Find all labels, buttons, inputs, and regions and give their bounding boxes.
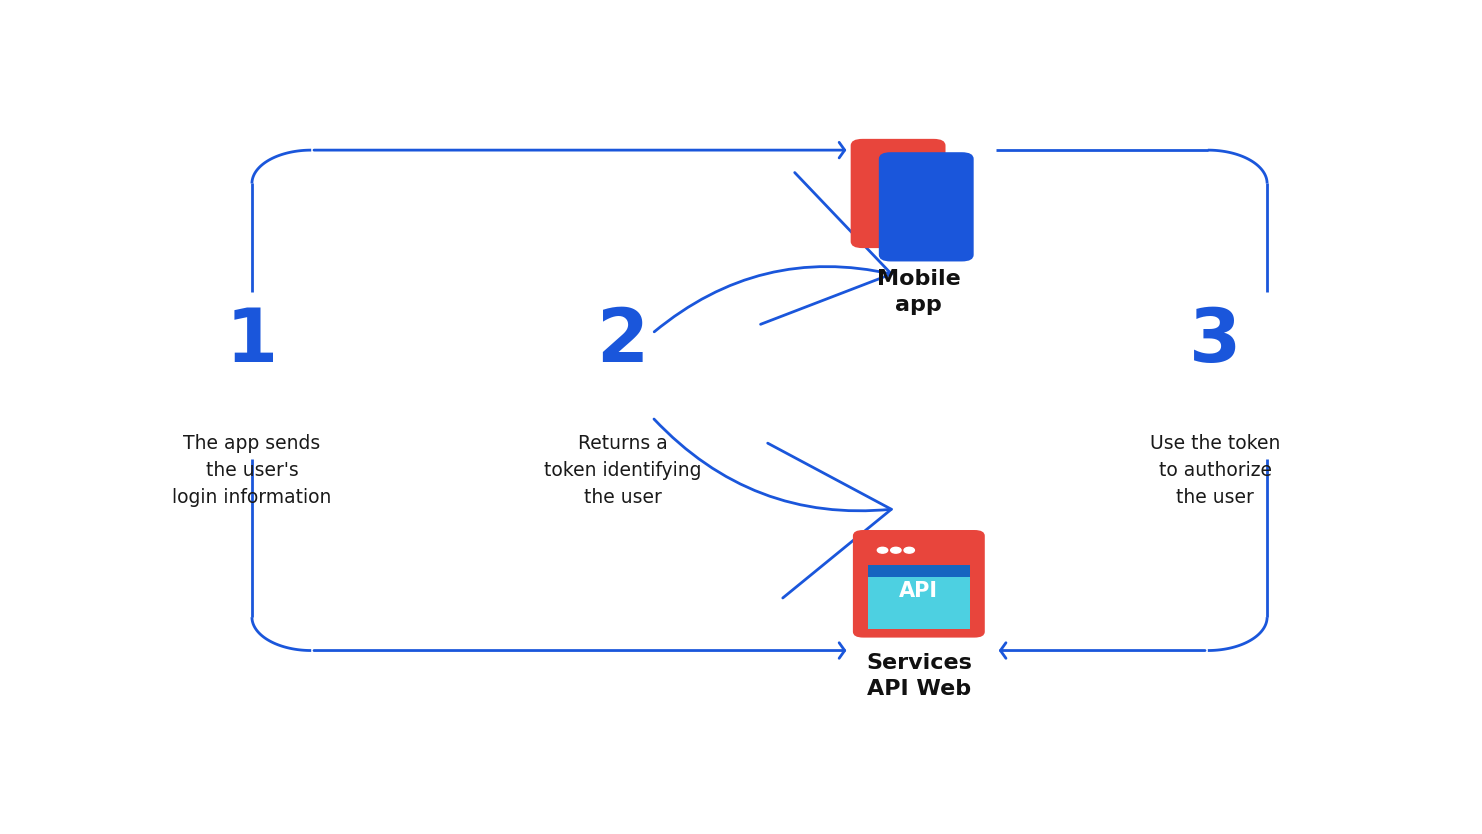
Circle shape bbox=[877, 547, 888, 553]
FancyBboxPatch shape bbox=[852, 530, 984, 638]
Text: 3: 3 bbox=[1189, 305, 1242, 379]
Text: Mobile
app: Mobile app bbox=[877, 269, 960, 315]
Text: 1: 1 bbox=[225, 305, 279, 379]
Circle shape bbox=[904, 547, 914, 553]
Circle shape bbox=[891, 547, 901, 553]
Text: Use the token
to authorize
the user: Use the token to authorize the user bbox=[1150, 434, 1280, 507]
Bar bbox=[868, 565, 969, 630]
FancyArrowPatch shape bbox=[654, 173, 892, 332]
Text: 2: 2 bbox=[596, 305, 649, 379]
FancyBboxPatch shape bbox=[851, 139, 946, 249]
Bar bbox=[868, 565, 969, 577]
FancyArrowPatch shape bbox=[654, 419, 891, 598]
Text: Services
API Web: Services API Web bbox=[865, 652, 972, 699]
Text: API: API bbox=[900, 581, 938, 601]
FancyBboxPatch shape bbox=[879, 153, 974, 262]
Text: The app sends
the user's
login information: The app sends the user's login informati… bbox=[172, 434, 332, 507]
Text: Returns a
token identifying
the user: Returns a token identifying the user bbox=[544, 434, 701, 507]
